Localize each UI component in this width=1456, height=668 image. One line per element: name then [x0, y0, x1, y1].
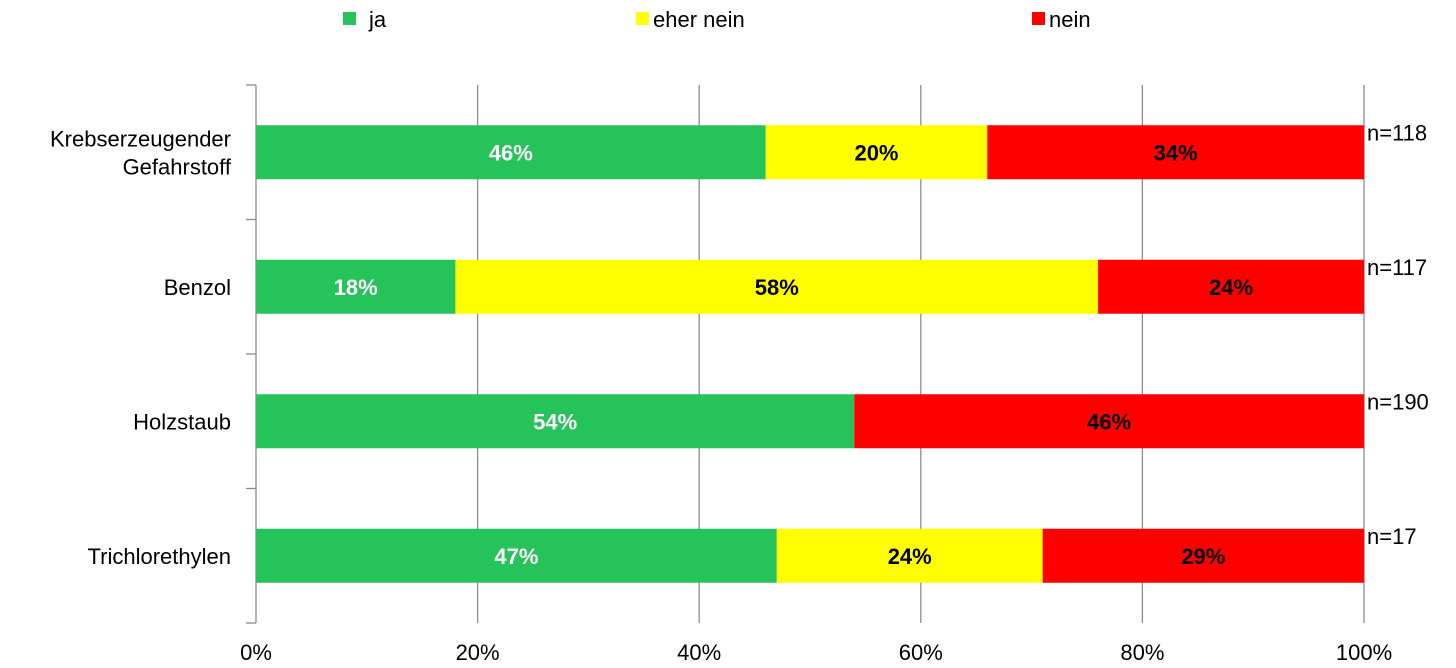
- category-label: Krebserzeugender: [50, 126, 231, 151]
- bar-segment: [256, 394, 855, 449]
- data-label: 29%: [1181, 544, 1225, 569]
- data-label: 54%: [533, 409, 577, 434]
- bar-segment: [987, 125, 1364, 180]
- legend-swatch: [636, 12, 649, 25]
- x-tick-label: 100%: [1336, 640, 1392, 665]
- legend-label: nein: [1049, 7, 1091, 32]
- category-label: Trichlorethylen: [88, 544, 231, 569]
- data-label: 24%: [1209, 275, 1253, 300]
- category-label: Holzstaub: [133, 409, 231, 434]
- legend-label: eher nein: [653, 7, 745, 32]
- sample-size-label: n=190: [1367, 389, 1429, 414]
- bar-segment: [256, 125, 766, 180]
- category-labels: Krebserzeugender Gefahrstoff Benzol Holzsta…: [50, 126, 232, 569]
- x-tick-label: 20%: [456, 640, 500, 665]
- x-tick-label: 60%: [899, 640, 943, 665]
- data-label: 34%: [1154, 140, 1198, 165]
- x-tick-label: 80%: [1120, 640, 1164, 665]
- data-label: 24%: [888, 544, 932, 569]
- data-label: 58%: [755, 275, 799, 300]
- bar-segment: [776, 528, 1043, 583]
- bar-segment: [1098, 259, 1364, 314]
- category-label: Benzol: [164, 275, 231, 300]
- bar-segment: [765, 125, 988, 180]
- x-tick-label: 0%: [240, 640, 272, 665]
- category-label: Gefahrstoff: [123, 154, 232, 179]
- legend-swatch: [1032, 12, 1045, 25]
- data-label: 46%: [489, 140, 533, 165]
- data-label: 46%: [1087, 409, 1131, 434]
- sample-size-label: n=17: [1367, 524, 1417, 549]
- bar-segment: [256, 528, 777, 583]
- sample-size-label: n=118: [1367, 120, 1427, 145]
- bar-segment: [455, 259, 1099, 314]
- sample-size-label: n=117: [1367, 255, 1427, 280]
- y-axis: [246, 84, 257, 624]
- data-label: 20%: [854, 140, 898, 165]
- legend: ja eher nein nein: [343, 7, 1091, 32]
- data-label: 18%: [334, 275, 378, 300]
- bars: 46% 20% 34% 18% 58% 24% 54% 46% 47% 24% 29%: [256, 125, 1364, 583]
- bar-segment: [1042, 528, 1364, 583]
- legend-label: ja: [368, 7, 387, 32]
- bar-segment: [854, 394, 1364, 449]
- sample-size-labels: n=118 n=117 n=190 n=17: [1367, 120, 1429, 549]
- x-tick-labels: 0% 20% 40% 60% 80% 100%: [240, 640, 1392, 665]
- data-label: 47%: [494, 544, 538, 569]
- legend-swatch: [343, 12, 356, 25]
- x-tick-label: 40%: [677, 640, 721, 665]
- bar-segment: [256, 259, 456, 314]
